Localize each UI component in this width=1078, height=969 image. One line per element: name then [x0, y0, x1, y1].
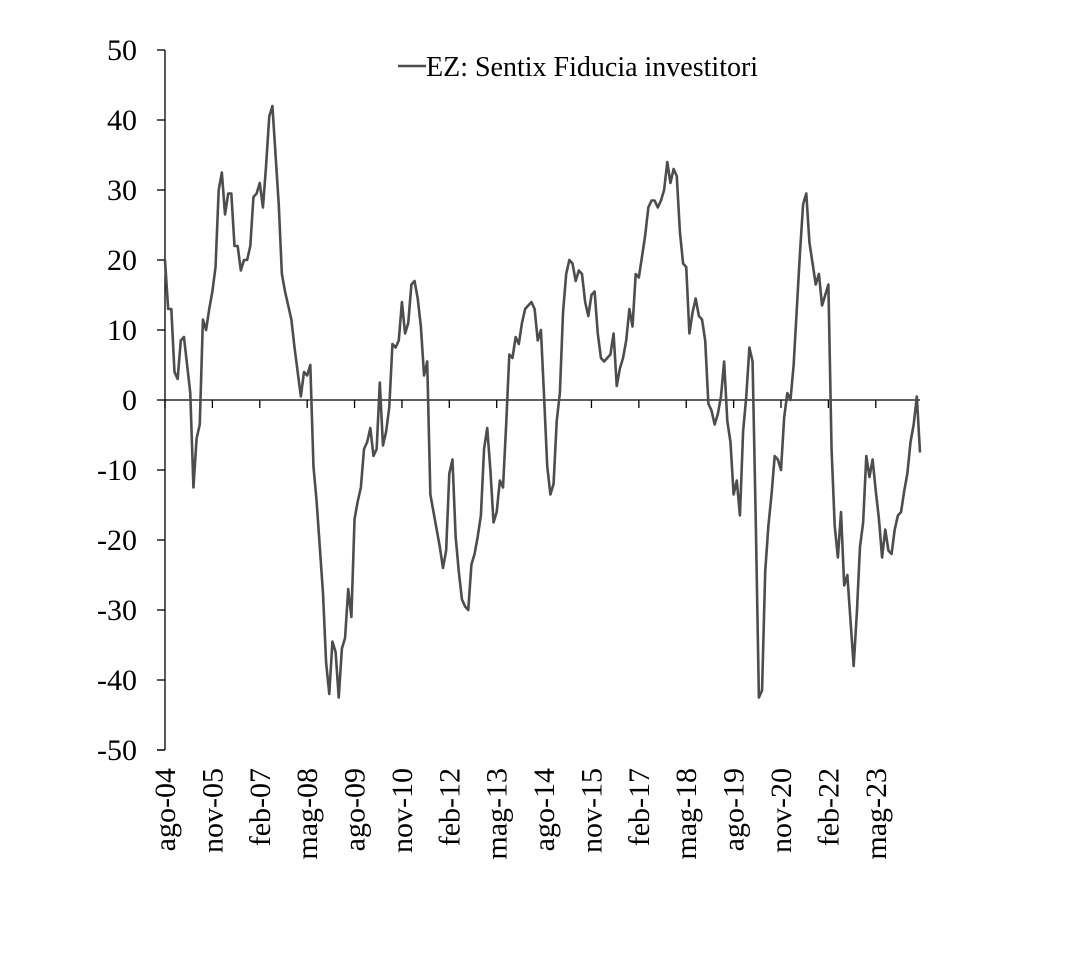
x-tick-label: feb-17: [623, 768, 656, 846]
y-tick-label: -20: [97, 524, 137, 557]
legend-label: EZ: Sentix Fiducia investitori: [426, 52, 758, 83]
y-tick-label: 50: [107, 34, 137, 67]
x-tick-label: ago-14: [528, 768, 561, 851]
x-tick-label: feb-22: [812, 768, 845, 846]
y-tick-label: 30: [107, 174, 137, 207]
x-tick-label: mag-08: [291, 768, 324, 860]
y-tick-label: 10: [107, 314, 137, 347]
x-tick-label: feb-12: [433, 768, 466, 846]
x-tick-label: nov-05: [196, 768, 229, 853]
legend: EZ: Sentix Fiducia investitori: [398, 52, 758, 83]
x-tick-label: nov-15: [575, 768, 608, 853]
x-tick-label: ago-04: [149, 768, 182, 851]
y-tick-label: 0: [122, 384, 137, 417]
x-tick-label: nov-20: [765, 768, 798, 853]
y-tick-label: -10: [97, 454, 137, 487]
x-tick-label: ago-19: [718, 768, 751, 851]
series-line: [163, 104, 922, 699]
series-layer: [163, 104, 922, 699]
y-tick-label: 20: [107, 244, 137, 277]
x-tick-label: feb-07: [244, 768, 277, 846]
y-tick-label: -40: [97, 664, 137, 697]
x-tick-label: nov-10: [386, 768, 419, 853]
y-tick-label: -50: [97, 734, 137, 767]
x-tick-label: mag-18: [670, 768, 703, 860]
y-tick-label: -30: [97, 594, 137, 627]
x-tick-label: mag-13: [481, 768, 514, 860]
y-axis: 50 40 30 20 10 0 -10 -20 -30 -40 -50: [97, 34, 166, 767]
x-tick-label: ago-09: [339, 768, 372, 851]
x-axis: ago-04 nov-05 feb-07 mag-08 ago-09 nov-10 feb-…: [149, 399, 920, 860]
y-tick-label: 40: [107, 104, 137, 137]
x-tick-label: mag-23: [860, 768, 893, 860]
